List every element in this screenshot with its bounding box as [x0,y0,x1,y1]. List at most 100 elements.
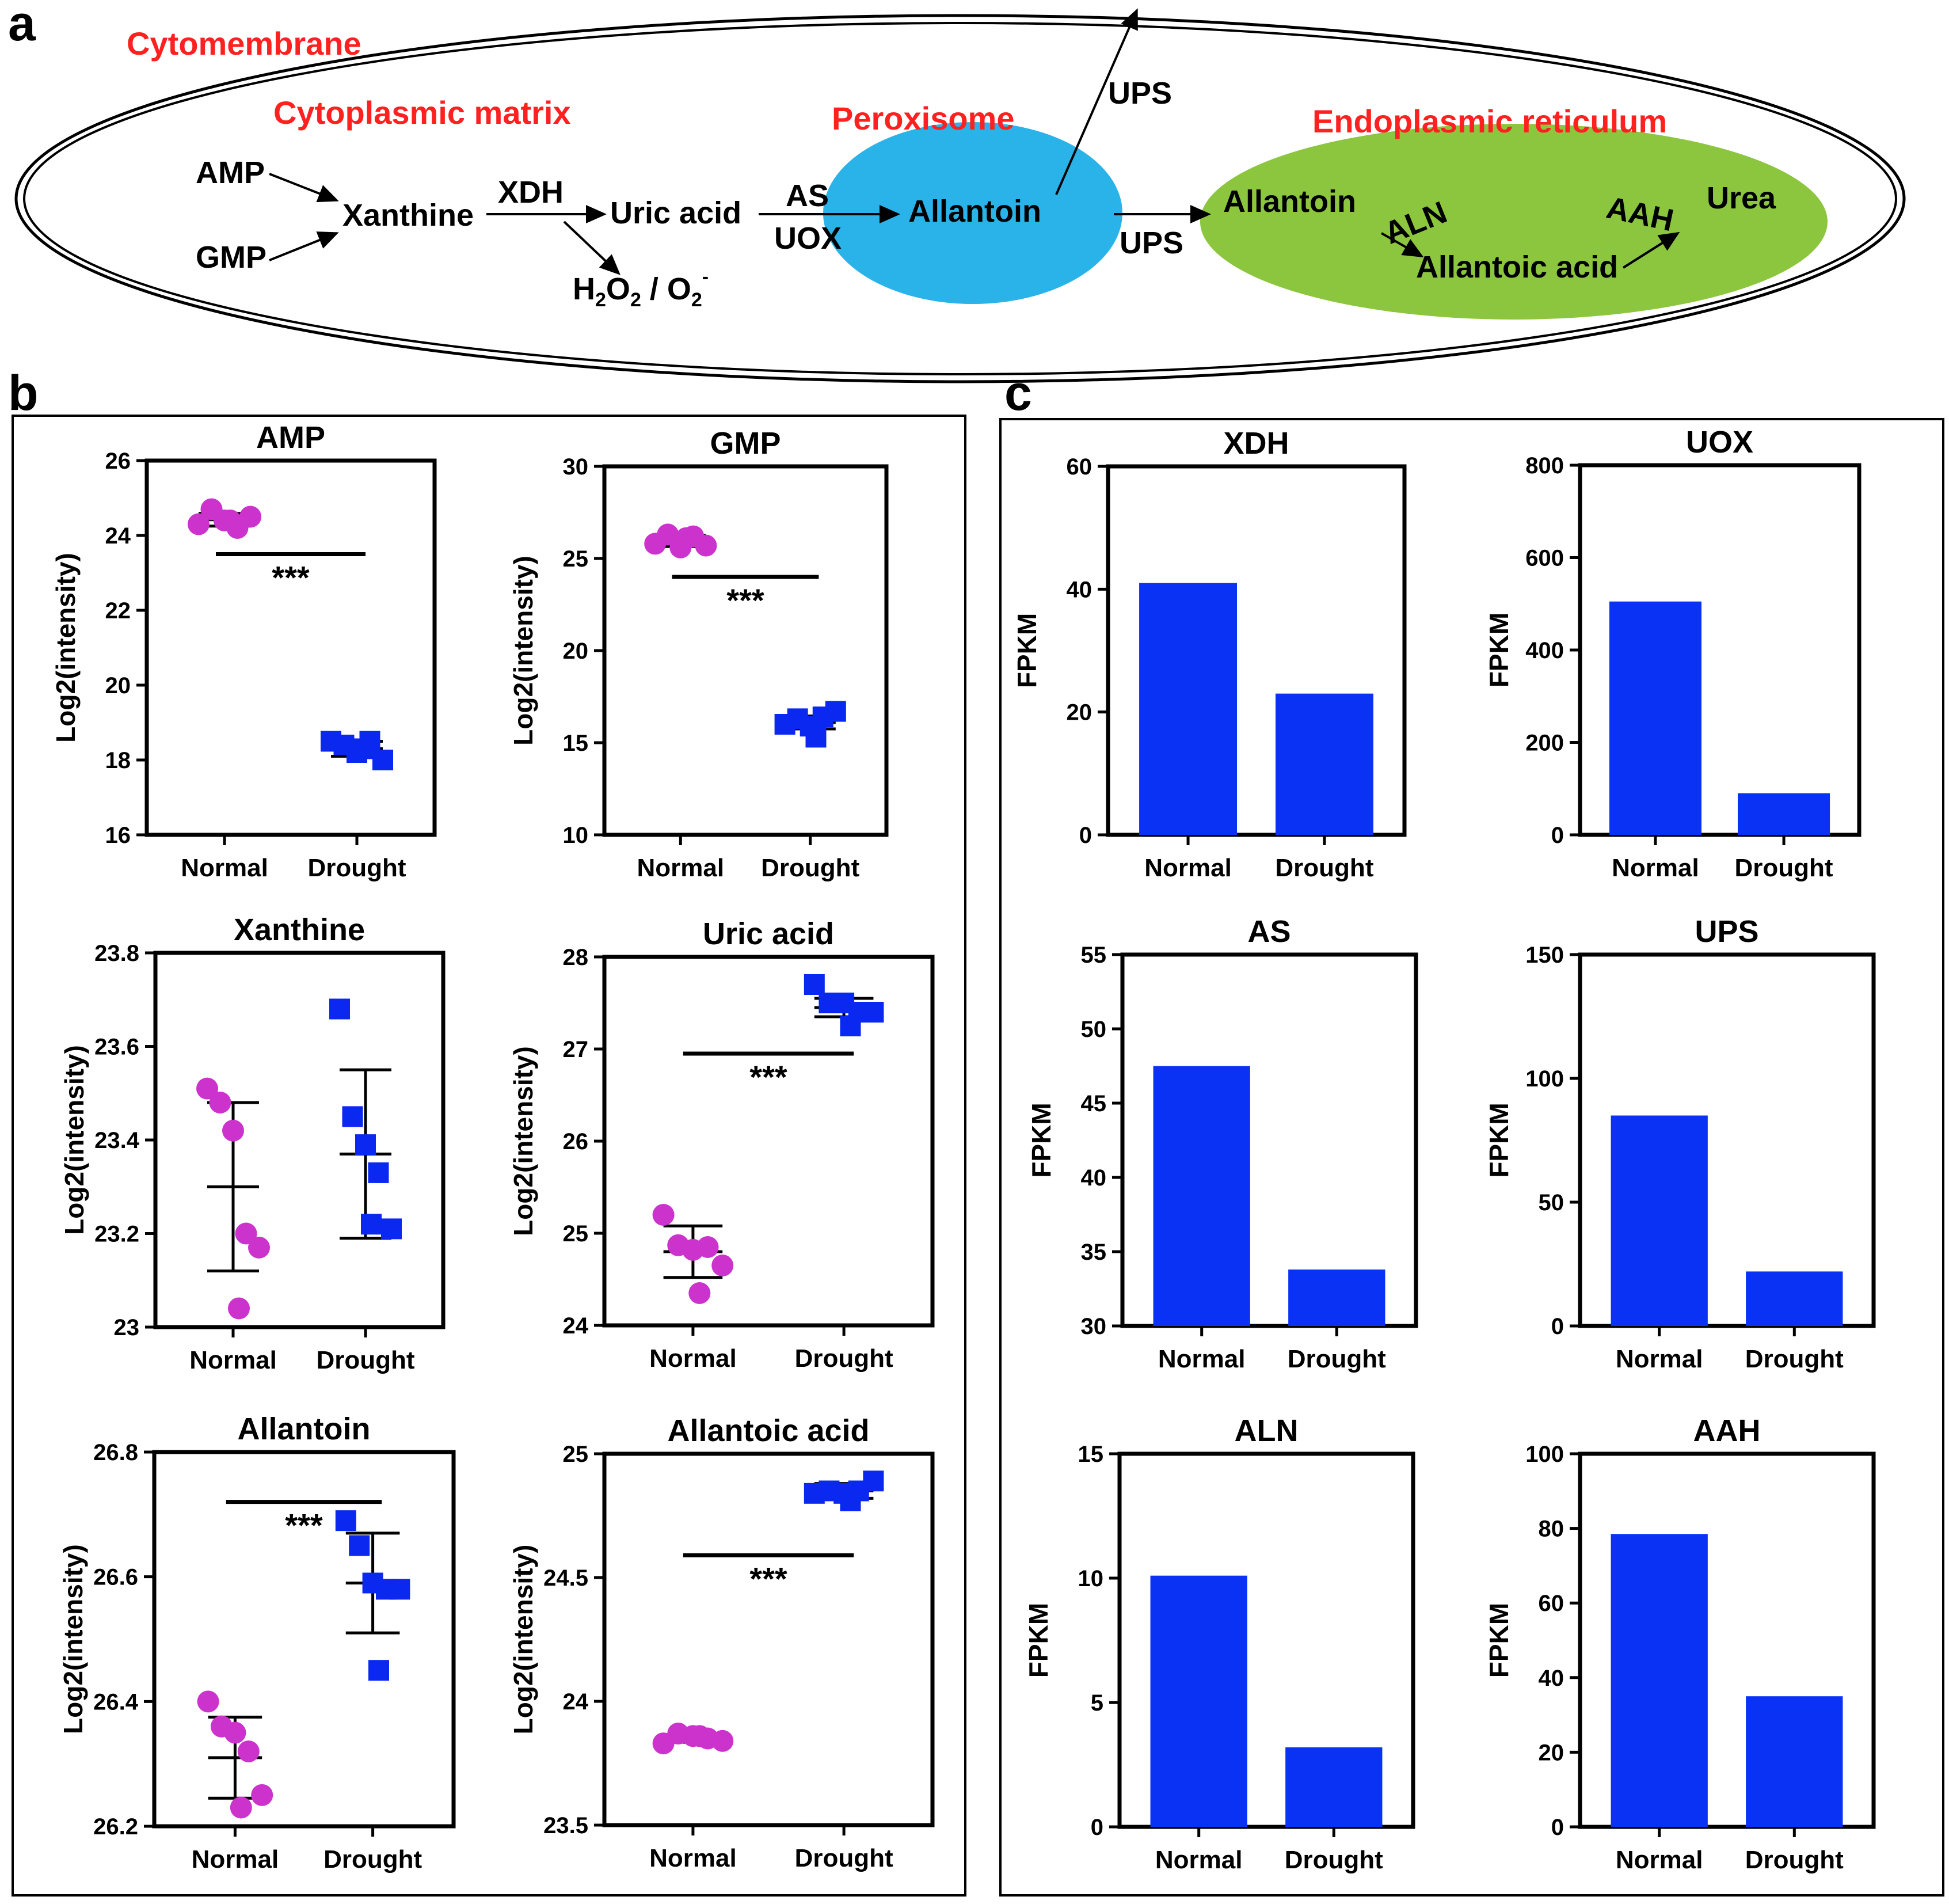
y-tick-label: 24 [563,1313,589,1339]
point-drought [368,1162,389,1183]
chart-title: Allantoin [238,1412,371,1446]
y-axis-label: Log2(intensity) [58,1544,88,1734]
bar-normal [1611,1115,1708,1326]
bar-drought [1738,793,1830,835]
plot-frame [152,1450,456,1829]
point-normal [188,513,210,535]
y-tick-label: 60 [1539,1591,1564,1616]
point-normal [230,1796,252,1819]
y-tick-label: 5 [1091,1690,1103,1716]
bar-normal [1609,601,1701,835]
panel-c-frame [999,418,1944,1897]
y-tick-label: 23.2 [94,1222,139,1247]
y-tick-label: 23.8 [94,941,139,966]
panel-a: a Cytomembrane Cytoplasmic matrix Peroxi… [8,0,1906,383]
point-drought [368,1660,389,1681]
point-normal [235,1222,257,1245]
bar-normal [1139,583,1238,835]
point-normal [688,1725,711,1747]
point-normal [196,1077,218,1100]
x-tick-label: Drought [1285,1846,1383,1874]
point-normal [197,1690,219,1713]
chart-xdh: XDH 0 20 40 60 FPKM Normal Drought [1012,426,1407,882]
y-tick-label: 20 [1067,700,1092,725]
allantoic-acid-node: Allantoic acid [1416,250,1618,284]
y-tick-label: 0 [1091,1815,1103,1840]
chart-title: XDH [1223,426,1289,461]
y-tick-label: 26.4 [93,1689,139,1715]
y-tick-label: 800 [1525,453,1564,478]
h2o2-node: H2O2 / O2- [573,266,709,311]
x-tick-label: Drought [323,1845,422,1873]
chart-title: GMP [710,426,781,461]
significance-stars: *** [749,1560,787,1597]
significance-stars: *** [726,582,764,618]
er-label: Endoplasmic reticulum [1312,103,1667,139]
y-axis-label: FPKM [1484,1603,1514,1678]
x-tick-label: Normal [637,854,725,882]
x-tick-label: Normal [1155,1846,1243,1874]
point-drought [352,738,373,759]
y-tick-label: 23 [114,1315,140,1340]
arrow-allantoicacid-urea [1622,231,1680,269]
chart-allantoic-acid: Allantoic acid 23.5 24 24.5 25 Log2(intensity… [508,1413,935,1872]
arrow-allantoin-allantoicacid [1381,232,1424,257]
y-tick-label: 0 [1079,823,1092,848]
bar-drought [1275,693,1373,835]
y-tick-label: 150 [1525,943,1564,968]
x-tick-label: Drought [1735,854,1833,882]
y-tick-label: 50 [1081,1017,1107,1042]
y-tick-label: 24.5 [543,1565,588,1591]
point-drought [840,1016,861,1036]
point-drought [804,974,825,995]
x-tick-label: Normal [1144,854,1232,882]
y-tick-label: 24 [105,523,131,549]
y-tick-label: 15 [563,731,589,756]
significance-stars: *** [272,560,310,596]
y-tick-label: 60 [1067,454,1092,480]
point-normal [675,527,698,549]
y-tick-label: 26.8 [93,1440,138,1465]
chart-amp: AMP 16 18 20 22 24 26 Log2(intensity) Normal Drou… [51,420,437,882]
y-tick-label: 100 [1525,1442,1564,1467]
x-tick-label: Drought [1288,1345,1386,1373]
plot-frame [1117,1451,1415,1829]
y-tick-label: 23.6 [94,1035,139,1060]
chart-title: AMP [256,420,325,455]
y-tick-label: 23.5 [543,1813,588,1838]
point-drought [825,701,846,722]
y-tick-label: 25 [563,1221,589,1246]
y-axis-label: Log2(intensity) [508,1545,538,1735]
plot-frame [1578,952,1876,1328]
y-tick-label: 26 [563,1129,589,1154]
plot-frame [153,951,446,1329]
point-normal [239,506,261,528]
chart-title: Uric acid [703,917,834,951]
point-drought [840,1490,861,1511]
point-normal [209,1092,231,1113]
y-tick-label: 30 [563,454,589,480]
point-normal [652,1204,675,1226]
y-tick-label: 20 [105,673,131,698]
y-tick-label: 40 [1067,577,1092,602]
ups-top-enzyme: UPS [1108,76,1172,111]
x-tick-label: Drought [307,854,406,882]
bar-drought [1746,1271,1843,1326]
point-drought [361,1214,382,1235]
point-drought [342,1106,363,1127]
x-tick-label: Drought [795,1844,893,1872]
bar-drought [1288,1269,1385,1326]
point-drought [355,1134,376,1156]
panel-b-frame [12,415,966,1897]
chart-as: AS 30 35 40 45 50 55 FPKM Normal Drought [1026,914,1418,1373]
significance-stars: *** [749,1059,787,1095]
x-tick-label: Drought [1275,854,1373,882]
y-tick-label: 25 [563,1442,589,1467]
x-tick-label: Normal [181,854,268,882]
chart-title: UOX [1686,425,1753,459]
cytomembrane-inner [23,22,1897,375]
y-tick-label: 40 [1539,1666,1564,1691]
urea-node: Urea [1707,181,1776,215]
bar-drought [1746,1696,1843,1827]
chart-title: UPS [1695,914,1758,949]
